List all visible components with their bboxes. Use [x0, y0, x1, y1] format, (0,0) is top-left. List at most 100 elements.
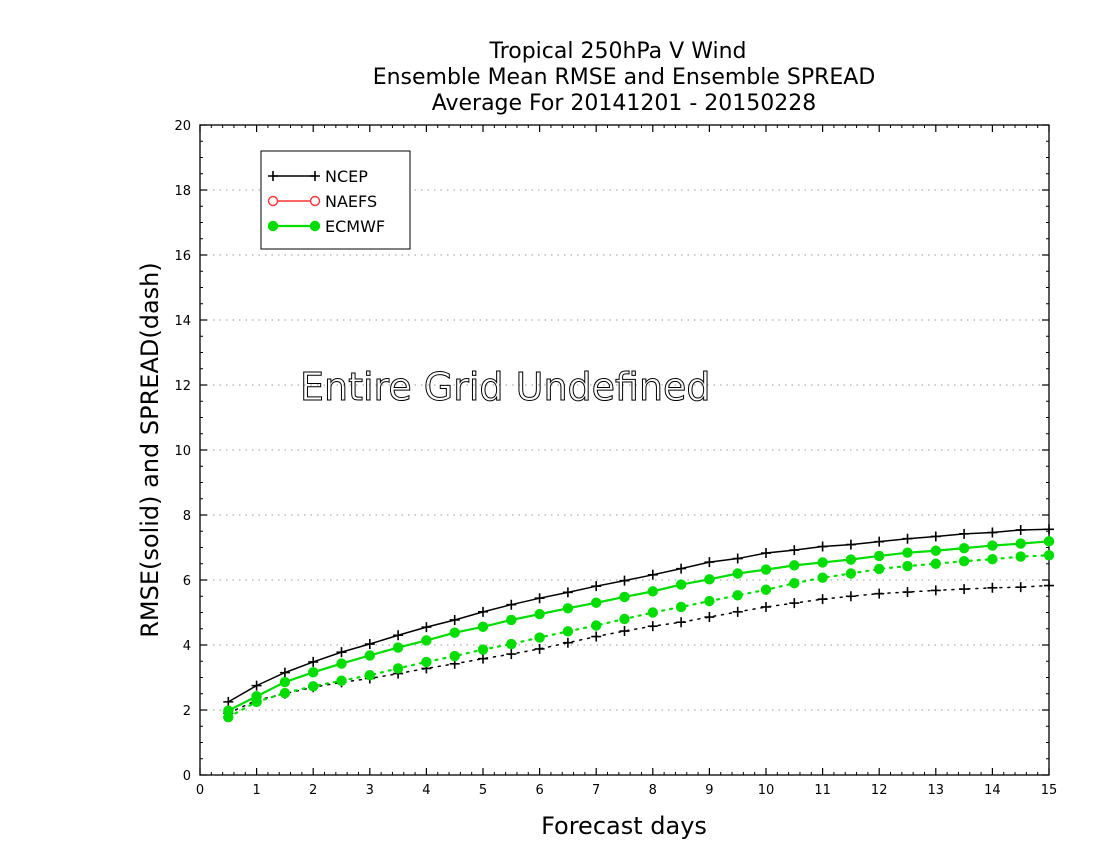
data-point: [449, 627, 460, 638]
data-point: [760, 564, 772, 575]
data-point: [421, 635, 432, 646]
data-point: [364, 670, 375, 681]
data-point: [704, 595, 715, 607]
y-tick-label: 10: [174, 444, 191, 459]
data-point: [591, 581, 602, 592]
data-point: [591, 620, 602, 631]
legend-marker: [267, 220, 279, 232]
data-point: [1015, 551, 1026, 562]
data-point: [1015, 524, 1026, 535]
data-point: [1015, 582, 1026, 593]
data-point: [223, 711, 234, 723]
data-point: [987, 527, 998, 538]
x-tick-label: 15: [1041, 783, 1058, 798]
y-tick-label: 8: [183, 509, 191, 524]
data-point: [421, 622, 432, 633]
data-point: [506, 599, 517, 610]
data-point: [732, 568, 743, 579]
data-point: [647, 586, 658, 597]
data-point: [421, 656, 432, 668]
data-point: [987, 554, 998, 565]
data-point: [704, 557, 715, 568]
data-point: [591, 631, 602, 642]
undefined-grid-note: Entire Grid Undefined: [300, 365, 711, 409]
data-point: [761, 548, 771, 559]
data-point: [732, 553, 743, 564]
x-tick-label: 8: [649, 783, 657, 798]
legend-marker: [268, 171, 278, 181]
legend-marker: [310, 171, 320, 181]
data-point: [647, 569, 658, 580]
x-axis: 0 1 2 3 4 5 6 7 8 9 10 11 12 13 14 15: [196, 125, 1057, 798]
data-point: [279, 676, 291, 688]
x-tick-label: 5: [479, 783, 487, 798]
data-point: [958, 542, 970, 554]
x-tick-label: 13: [928, 783, 945, 798]
y-tick-label: 14: [174, 314, 191, 329]
data-point: [817, 572, 828, 583]
x-tick-label: 12: [871, 783, 888, 798]
data-point: [874, 536, 885, 547]
data-point: [223, 696, 234, 707]
data-point: [704, 612, 715, 623]
data-point: [959, 584, 970, 595]
data-point: [789, 598, 800, 609]
data-point: [1043, 536, 1055, 547]
data-point: [845, 568, 857, 579]
chart-title-line-1: Tropical 250hPa V Wind: [488, 39, 746, 64]
legend-item-ecmwf: ECMWF: [267, 217, 385, 236]
data-point: [930, 531, 941, 542]
data-point: [364, 650, 375, 661]
data-point: [1044, 580, 1054, 591]
data-point: [987, 582, 998, 593]
data-point: [789, 578, 800, 589]
data-point: [591, 597, 602, 608]
legend: NCEP NAEFS ECMWF: [260, 150, 411, 250]
series-ecmwf-spread: [223, 550, 1055, 723]
data-point: [930, 585, 941, 596]
y-tick-label: 2: [183, 704, 191, 719]
x-tick-label: 4: [422, 783, 430, 798]
data-point: [732, 606, 743, 617]
series-line: [227, 554, 1051, 719]
data-point: [534, 608, 545, 620]
legend-box: [260, 150, 411, 250]
data-point: [308, 656, 319, 667]
data-point: [845, 554, 857, 565]
series-ncep-rmse: [223, 524, 1054, 707]
series-layer: [223, 524, 1055, 723]
y-tick-label: 18: [174, 184, 191, 199]
data-point: [364, 639, 375, 650]
data-point: [336, 647, 347, 658]
x-tick-label: 11: [814, 783, 831, 798]
data-point: [506, 614, 517, 626]
data-point: [392, 642, 404, 653]
data-point: [251, 680, 262, 691]
data-point: [279, 687, 291, 699]
x-tick-label: 3: [366, 783, 374, 798]
y-tick-label: 12: [174, 379, 191, 394]
legend-item-naefs: NAEFS: [267, 192, 377, 211]
data-point: [562, 587, 573, 598]
x-tick-label: 10: [758, 783, 775, 798]
data-point: [619, 613, 630, 625]
data-point: [902, 560, 913, 572]
data-point: [647, 607, 658, 618]
legend-label: NCEP: [325, 167, 368, 186]
data-point: [647, 621, 658, 632]
y-tick-label: 0: [183, 769, 191, 784]
x-tick-label: 6: [535, 783, 543, 798]
data-point: [958, 555, 970, 567]
data-point: [619, 591, 630, 603]
data-point: [449, 614, 460, 625]
data-point: [676, 617, 687, 628]
data-point: [902, 547, 913, 558]
data-point: [845, 591, 856, 602]
data-point: [251, 696, 262, 708]
data-point: [308, 667, 319, 678]
data-point: [874, 563, 885, 575]
legend-item-ncep: NCEP: [268, 167, 368, 186]
data-point: [817, 594, 828, 605]
data-point: [393, 630, 404, 641]
